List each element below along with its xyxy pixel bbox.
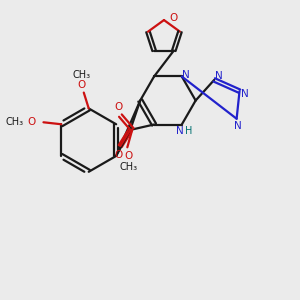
- Text: N: N: [234, 121, 242, 131]
- Text: N: N: [215, 71, 223, 81]
- Text: O: O: [124, 151, 133, 161]
- Text: O: O: [27, 117, 35, 127]
- Text: N: N: [241, 89, 248, 99]
- Text: O: O: [170, 13, 178, 23]
- Text: O: O: [114, 150, 122, 160]
- Text: O: O: [114, 102, 123, 112]
- Text: CH₃: CH₃: [73, 70, 91, 80]
- Text: CH₃: CH₃: [5, 117, 24, 127]
- Text: H: H: [185, 126, 192, 136]
- Text: O: O: [78, 80, 86, 90]
- Text: N: N: [176, 126, 184, 136]
- Text: N: N: [182, 70, 190, 80]
- Text: CH₃: CH₃: [119, 162, 137, 172]
